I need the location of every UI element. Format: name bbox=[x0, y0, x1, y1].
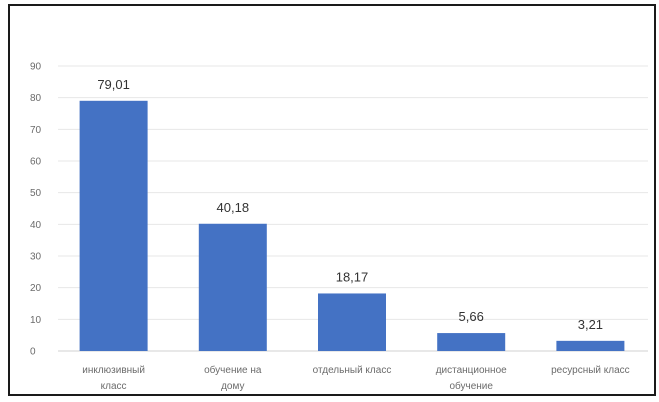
data-label: 3,21 bbox=[578, 317, 603, 332]
x-tick-label: класс bbox=[101, 381, 127, 392]
x-tick-label: дистанционное bbox=[436, 365, 507, 376]
data-label: 5,66 bbox=[459, 309, 484, 324]
data-label: 18,17 bbox=[336, 269, 369, 284]
y-tick-label: 10 bbox=[30, 315, 42, 326]
y-tick-label: 30 bbox=[30, 252, 42, 263]
y-tick-label: 50 bbox=[30, 188, 42, 199]
x-tick-label: обучение bbox=[449, 380, 493, 392]
bar bbox=[437, 333, 506, 351]
y-tick-label: 70 bbox=[30, 125, 42, 136]
x-tick-label: ресурсный класс bbox=[551, 365, 630, 376]
y-tick-label: 80 bbox=[30, 93, 42, 104]
x-tick-label: отдельный класс bbox=[313, 365, 392, 376]
x-tick-label: обучение на bbox=[204, 364, 262, 376]
bar bbox=[79, 100, 148, 351]
x-tick-label: дому bbox=[221, 381, 244, 392]
y-tick-label: 0 bbox=[30, 347, 36, 358]
y-tick-label: 60 bbox=[30, 157, 42, 168]
data-label: 40,18 bbox=[217, 200, 250, 215]
y-tick-label: 20 bbox=[30, 283, 42, 294]
y-tick-label: 40 bbox=[30, 220, 42, 231]
y-tick-label: 90 bbox=[30, 62, 42, 73]
bar bbox=[198, 223, 267, 351]
bar bbox=[318, 293, 386, 351]
x-tick-label: инклюзивный bbox=[82, 365, 145, 376]
bar bbox=[556, 340, 625, 351]
data-label: 79,01 bbox=[97, 77, 130, 92]
